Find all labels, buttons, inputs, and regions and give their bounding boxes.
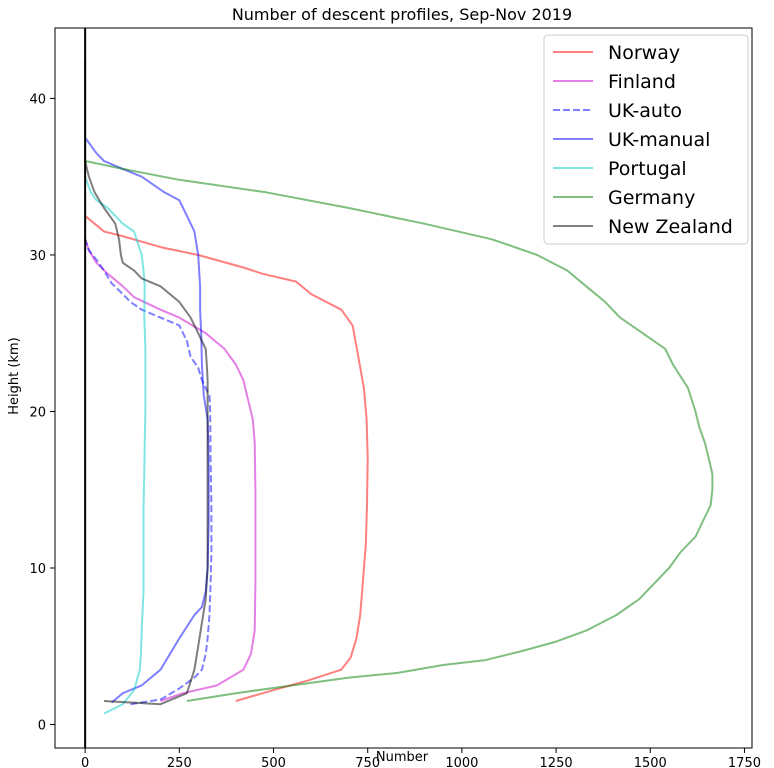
y-tick-label: 20	[29, 405, 46, 420]
series-line-finland	[84, 238, 257, 702]
series-layer	[84, 59, 714, 715]
chart-title: Number of descent profiles, Sep-Nov 2019	[232, 5, 572, 24]
y-axis: 0 10 20 30 40	[29, 92, 55, 734]
legend-label: Finland	[608, 71, 676, 93]
legend-label: Norway	[608, 42, 680, 64]
plot-frame	[54, 27, 753, 749]
legend-label: UK-manual	[608, 129, 710, 151]
legend-label: Portugal	[608, 158, 687, 180]
legend-box	[543, 34, 749, 245]
x-tick-label: 1500	[634, 756, 667, 768]
x-tick-label: 1750	[728, 756, 761, 768]
y-tick-label: 0	[38, 719, 46, 734]
y-tick-label: 30	[29, 249, 46, 264]
series-line-germany	[84, 59, 714, 702]
series-line-new-zealand	[84, 160, 209, 706]
series-line-uk-auto	[84, 238, 213, 706]
x-axis-label: Number	[376, 750, 429, 765]
y-tick-label: 10	[29, 562, 46, 577]
x-axis: 0 250 500 750 1000 1250 1500 1750	[81, 748, 761, 768]
x-tick-label: 750	[355, 756, 380, 768]
legend: Norway Finland UK-auto UK-manual Portugal Ger…	[543, 34, 749, 245]
series-line-portugal	[84, 176, 147, 715]
legend-label: Germany	[608, 187, 695, 209]
legend-label: New Zealand	[608, 216, 733, 238]
series-line-norway	[84, 215, 369, 702]
legend-label: UK-auto	[608, 100, 682, 122]
x-tick-label: 1250	[540, 756, 573, 768]
series-line-uk-manual	[84, 137, 210, 704]
x-tick-label: 1000	[445, 756, 478, 768]
y-axis-label: Height (km)	[7, 337, 22, 414]
plot-area: 0 250 500 750 1000 1250 1500 1750 0 10 20 30 40	[29, 27, 761, 768]
x-tick-label: 500	[261, 756, 286, 768]
x-tick-label: 250	[167, 756, 192, 768]
y-tick-label: 40	[29, 92, 46, 107]
x-tick-label: 0	[81, 756, 89, 768]
